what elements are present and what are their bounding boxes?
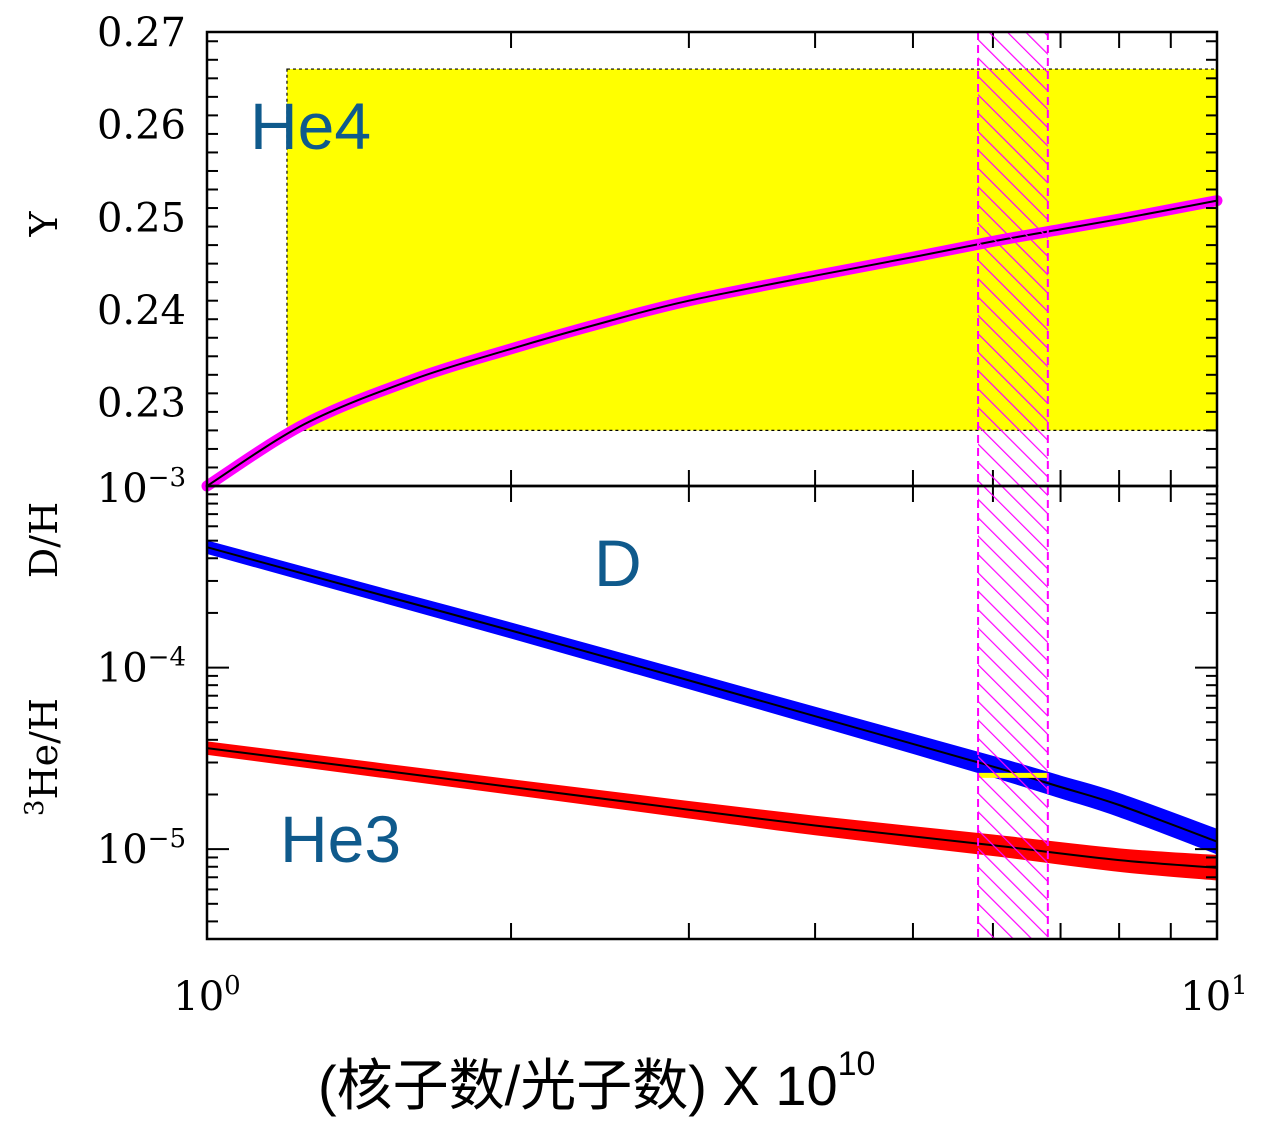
he3-panel-label: He3 [280, 802, 401, 876]
y-tick-label-1e-5: 10−5 [97, 824, 186, 873]
x-tick-label-1: 100 [173, 971, 240, 1020]
y-tick-label-boundary: 10−3 [97, 463, 186, 512]
d-he3-curves [206, 540, 1218, 881]
he4-y-tick-label-2: 0.25 [97, 195, 186, 241]
he4-y-tick-label-0: 0.23 [97, 381, 186, 427]
he4-series-line-0 [206, 199, 1218, 487]
d-he3-axes-frame [205, 484, 1219, 941]
he4-panel-label: He4 [250, 89, 371, 163]
d-he3-series-line-1 [206, 747, 1218, 869]
he4-panel: He4 [201, 32, 1223, 492]
he4-y-tick-label-4: 0.27 [97, 10, 186, 56]
he4-y-axis-label: Y [22, 211, 66, 238]
he4-y-tick-labels: 0.23 0.24 0.25 0.26 0.27 [97, 10, 186, 427]
he4-y-tick-label-1: 0.24 [97, 288, 186, 334]
y-tick-label-1e-4: 10−4 [97, 643, 186, 692]
d-he3-series-line-0 [206, 546, 1218, 843]
d-y-axis-label: D/H [22, 502, 66, 578]
x-axis-label: (核子数/光子数) X 1010 [318, 1045, 875, 1117]
he3-y-axis-label: 3He/H [20, 698, 66, 816]
x-tick-label-10: 101 [1180, 971, 1247, 1020]
d-panel-label: D [594, 526, 642, 600]
he4-curves [201, 195, 1223, 492]
he4-y-ticks [207, 40, 1217, 487]
d-he3-panel: D He3 [206, 485, 1218, 939]
he4-y-tick-label-3: 0.26 [97, 103, 186, 149]
